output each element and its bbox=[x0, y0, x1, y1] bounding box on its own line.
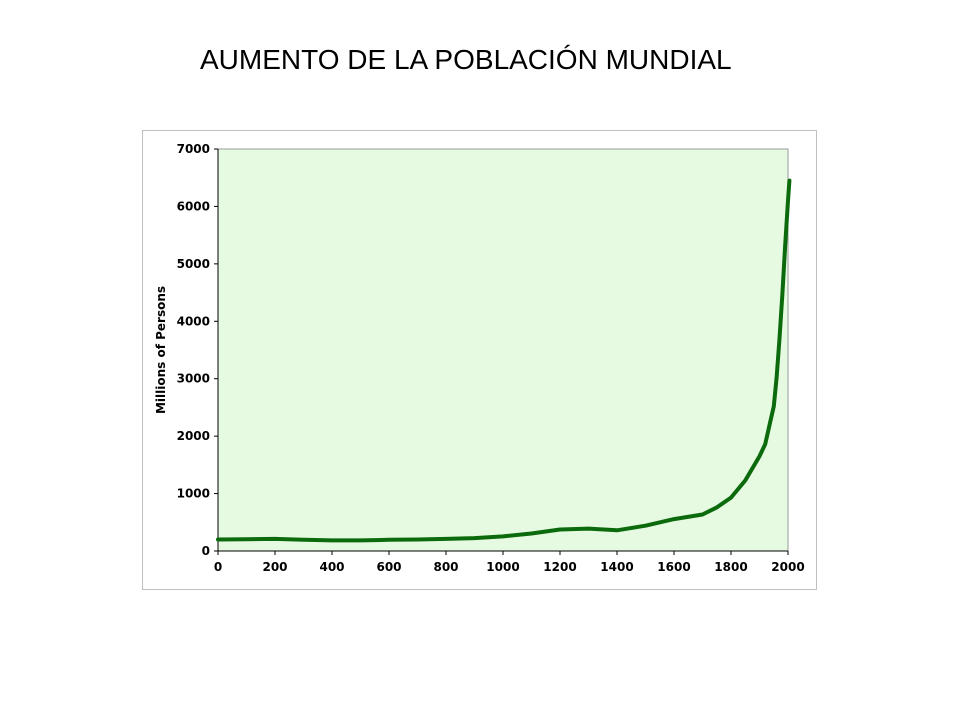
y-axis-ticks: 0 1000 2000 3000 4000 5000 6000 7000 bbox=[177, 142, 218, 558]
x-tick-label: 1200 bbox=[543, 560, 576, 574]
y-tick-label: 4000 bbox=[177, 314, 210, 328]
x-tick-label: 200 bbox=[262, 560, 287, 574]
population-series-line bbox=[216, 178, 792, 543]
y-tick-label: 6000 bbox=[177, 199, 210, 213]
x-tick-label: 800 bbox=[433, 560, 458, 574]
y-tick-label: 3000 bbox=[177, 372, 210, 386]
population-chart: 0 200 400 600 800 1000 1200 1400 1600 1800 2000 0 1… bbox=[154, 142, 805, 574]
x-tick-label: 1400 bbox=[600, 560, 633, 574]
y-tick-label: 1000 bbox=[177, 487, 210, 501]
x-tick-label: 2000 bbox=[771, 560, 804, 574]
x-tick-label: 600 bbox=[376, 560, 401, 574]
y-tick-label: 7000 bbox=[177, 142, 210, 156]
y-axis-title: Millions of Persons bbox=[154, 286, 168, 414]
x-tick-label: 1800 bbox=[714, 560, 747, 574]
slide-title: AUMENTO DE LA POBLACIÓN MUNDIAL bbox=[200, 44, 732, 75]
x-tick-label: 1000 bbox=[486, 560, 519, 574]
x-tick-label: 1600 bbox=[657, 560, 690, 574]
plot-area bbox=[217, 148, 789, 552]
x-tick-label: 400 bbox=[319, 560, 344, 574]
x-tick-label: 0 bbox=[214, 560, 222, 574]
y-tick-label: 0 bbox=[202, 544, 210, 558]
y-tick-label: 2000 bbox=[177, 429, 210, 443]
chart-frame: 0 200 400 600 800 1000 1200 1400 1600 1800 2000 0 1… bbox=[142, 130, 817, 590]
x-axis-ticks: 0 200 400 600 800 1000 1200 1400 1600 1800 2000 bbox=[214, 551, 805, 574]
y-tick-label: 5000 bbox=[177, 257, 210, 271]
